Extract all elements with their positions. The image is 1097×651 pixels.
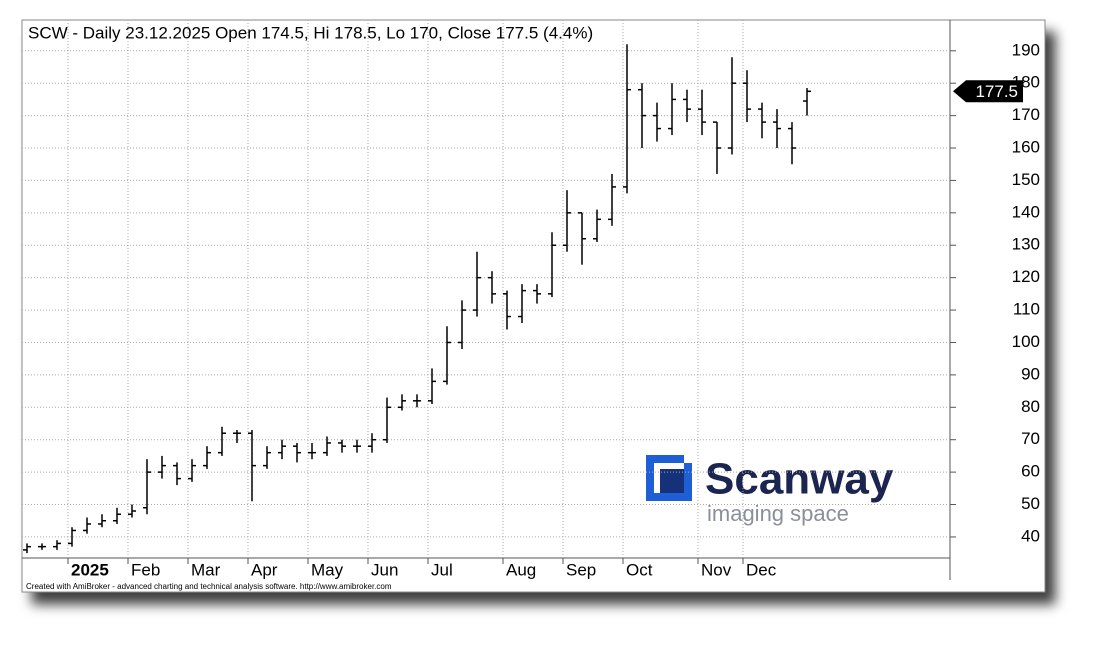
x-tick-label: Mar: [191, 560, 221, 579]
logo-tagline: imaging space: [707, 501, 849, 526]
last-price-label: 177.5: [975, 82, 1018, 101]
y-tick-label: 70: [1021, 429, 1040, 448]
x-tick-label: Sep: [566, 560, 596, 579]
y-tick-label: 190: [1012, 40, 1040, 59]
x-tick-label: Jul: [431, 560, 453, 579]
y-tick-label: 160: [1012, 138, 1040, 157]
x-tick-label: Aug: [506, 560, 536, 579]
y-tick-label: 110: [1013, 300, 1040, 319]
x-tick-label: Apr: [251, 560, 278, 579]
y-tick-label: 40: [1021, 526, 1040, 545]
y-tick-label: 120: [1012, 267, 1040, 286]
logo-icon: [660, 469, 684, 493]
y-tick-label: 80: [1021, 397, 1040, 416]
chart-frame: [21, 19, 1046, 593]
plot: 4050607080901001101201301401501601701801…: [22, 20, 1040, 579]
y-tick-label: 130: [1012, 235, 1040, 254]
y-tick-label: 100: [1012, 332, 1040, 351]
x-tick-label: 2025: [71, 560, 109, 579]
chart-title: SCW - Daily 23.12.2025 Open 174.5, Hi 17…: [28, 23, 593, 42]
footer: Created with AmiBroker - advanced charti…: [26, 582, 392, 591]
x-tick-label: Nov: [701, 560, 732, 579]
y-tick-label: 140: [1012, 202, 1040, 221]
x-tick-label: Feb: [131, 560, 160, 579]
x-tick-label: May: [311, 560, 344, 579]
last-price-tag: [953, 80, 1023, 103]
logo-icon: [684, 455, 692, 463]
y-tick-label: 60: [1021, 462, 1040, 481]
logo-name: Scanway: [705, 455, 894, 504]
y-tick-label: 170: [1012, 105, 1040, 124]
logo: Scanway imaging space: [646, 455, 894, 526]
y-tick-label: 150: [1012, 170, 1040, 189]
x-tick-label: Oct: [626, 560, 653, 579]
x-tick-label: Jun: [371, 560, 398, 579]
y-tick-label: 90: [1021, 364, 1040, 383]
x-tick-label: Dec: [746, 560, 777, 579]
y-tick-label: 50: [1021, 494, 1040, 513]
